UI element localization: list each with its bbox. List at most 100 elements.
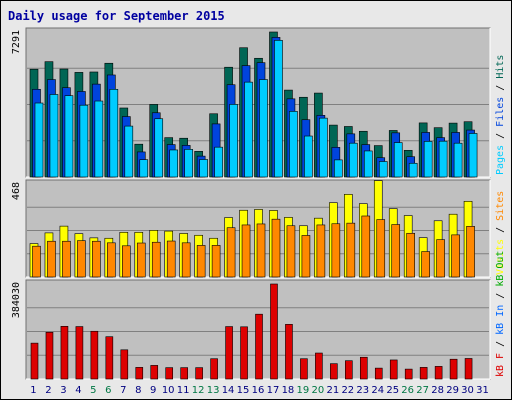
bar-pages-day-8 xyxy=(139,159,149,178)
legend-separator: / xyxy=(495,335,506,353)
bar-pages-day-25 xyxy=(393,142,403,178)
bar-sites-day-19 xyxy=(301,235,311,278)
bar-kbf-day-20 xyxy=(315,352,323,380)
x-tick-label-day-31: 31 xyxy=(476,385,489,396)
bar-kbf-day-18 xyxy=(285,324,293,380)
bar-sites-day-25 xyxy=(391,224,401,278)
bar-kbf-day-17 xyxy=(270,283,278,380)
x-tick-label-day-2: 2 xyxy=(45,385,51,396)
bar-sites-day-8 xyxy=(136,242,146,278)
bar-kbf-day-12 xyxy=(195,367,203,380)
bar-pages-day-4 xyxy=(79,104,89,178)
bar-sites-day-23 xyxy=(361,215,371,278)
bar-sites-day-24 xyxy=(376,219,386,278)
bar-kbf-day-9 xyxy=(150,365,159,380)
bar-kbf-day-30 xyxy=(464,358,473,380)
legend-pages: Pages xyxy=(495,145,506,175)
bar-kbf-day-28 xyxy=(434,366,443,380)
bar-pages-day-9 xyxy=(154,118,164,178)
bar-sites-day-21 xyxy=(331,223,341,278)
legend-sites: Sites xyxy=(495,191,506,221)
x-tick-label-day-18: 18 xyxy=(282,385,295,396)
bar-kbf-day-10 xyxy=(165,367,174,380)
bar-kbf-day-6 xyxy=(105,336,114,380)
bar-pages-day-3 xyxy=(64,95,74,178)
bar-kbf-day-29 xyxy=(449,358,458,380)
x-tick-label-day-3: 3 xyxy=(60,385,66,396)
bar-pages-day-21 xyxy=(334,159,343,178)
legend-separator: / xyxy=(495,221,506,239)
bar-pages-day-7 xyxy=(124,125,134,178)
x-tick-label-day-27: 27 xyxy=(416,385,429,396)
panel-3-ymax-label: 384030 xyxy=(11,282,22,318)
x-tick-label-day-30: 30 xyxy=(461,385,474,396)
bar-sites-day-3 xyxy=(62,240,71,278)
bar-pages-day-24 xyxy=(378,161,388,178)
bar-sites-day-4 xyxy=(77,240,86,278)
bar-sites-day-29 xyxy=(451,234,460,278)
bar-pages-day-2 xyxy=(49,94,59,178)
x-tick-label-day-9: 9 xyxy=(150,385,156,396)
bar-sites-day-28 xyxy=(436,239,445,278)
x-tick-label-day-21: 21 xyxy=(326,385,339,396)
x-tick-label-day-14: 14 xyxy=(222,385,235,396)
bar-sites-day-14 xyxy=(226,227,236,278)
x-tick-label-day-11: 11 xyxy=(177,385,190,396)
legend-kb-f: kB F xyxy=(495,353,506,377)
bar-pages-day-1 xyxy=(34,102,44,178)
bar-kbf-day-15 xyxy=(240,326,248,380)
panel-3-legend: kB F / kB In / kB Out xyxy=(495,251,506,377)
bar-pages-day-28 xyxy=(438,140,448,178)
panel-1-ymax-label: 7291 xyxy=(11,30,22,54)
bar-pages-day-10 xyxy=(169,149,179,178)
bar-pages-day-29 xyxy=(453,142,463,178)
bar-sites-day-16 xyxy=(256,223,266,278)
bar-sites-day-9 xyxy=(151,241,161,278)
x-tick-label-day-20: 20 xyxy=(312,385,325,396)
bar-sites-day-15 xyxy=(241,224,251,278)
x-tick-label-day-7: 7 xyxy=(120,385,126,396)
bar-sites-day-18 xyxy=(286,225,296,278)
bar-pages-day-13 xyxy=(214,146,223,178)
bar-pages-day-12 xyxy=(199,159,208,178)
bar-sites-day-10 xyxy=(166,240,176,278)
x-tick-label-day-4: 4 xyxy=(75,385,81,396)
legend-files: Files xyxy=(495,97,506,127)
x-tick-label-day-6: 6 xyxy=(105,385,111,396)
bar-kbf-day-2 xyxy=(45,331,54,380)
legend-separator: / xyxy=(495,287,506,305)
bar-pages-day-15 xyxy=(244,81,253,178)
x-tick-label-day-12: 12 xyxy=(192,385,205,396)
x-tick-label-day-19: 19 xyxy=(297,385,310,396)
bar-sites-day-11 xyxy=(181,242,191,278)
bar-pages-day-27 xyxy=(423,141,433,178)
panel-2-legend: Visits / Sites xyxy=(495,191,506,275)
legend-separator: / xyxy=(495,79,506,97)
x-tick-label-day-24: 24 xyxy=(371,385,384,396)
bar-pages-day-23 xyxy=(363,150,373,178)
bar-pages-day-18 xyxy=(289,111,298,178)
bar-sites-day-6 xyxy=(107,242,116,278)
bar-kbf-day-13 xyxy=(210,358,218,380)
x-tick-label-day-1: 1 xyxy=(30,385,36,396)
legend-visits: Visits xyxy=(495,239,506,275)
bar-kbf-day-21 xyxy=(330,363,338,380)
bar-kbf-day-8 xyxy=(135,367,144,380)
panel-1-legend: Pages / Files / Hits xyxy=(495,55,506,175)
x-tick-label-day-15: 15 xyxy=(237,385,250,396)
bar-sites-day-2 xyxy=(47,240,56,278)
bar-kbf-day-19 xyxy=(300,358,308,380)
bar-kbf-day-25 xyxy=(389,359,398,380)
bar-kbf-day-16 xyxy=(255,313,263,380)
bar-kbf-day-26 xyxy=(404,368,413,380)
bar-kbf-day-7 xyxy=(120,349,129,380)
bar-pages-day-5 xyxy=(94,100,104,178)
x-tick-label-day-8: 8 xyxy=(135,385,141,396)
bar-kbf-day-11 xyxy=(180,367,188,380)
bar-pages-day-11 xyxy=(184,149,193,178)
x-tick-label-day-25: 25 xyxy=(386,385,399,396)
x-tick-label-day-28: 28 xyxy=(431,385,444,396)
bar-sites-day-26 xyxy=(406,232,415,278)
bar-kbf-day-3 xyxy=(60,326,69,380)
